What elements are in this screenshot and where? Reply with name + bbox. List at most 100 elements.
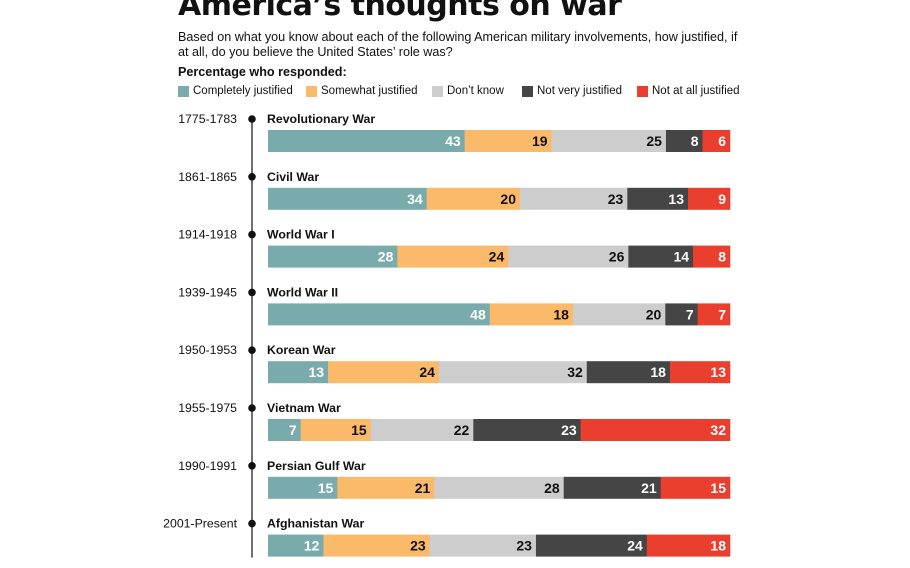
- data-label-vietnam-war-not-at-all-justified: 32: [710, 422, 726, 438]
- legend-swatch-dont-know: [432, 85, 443, 97]
- bar-revolutionary-war-not-at-all-justified: [702, 130, 731, 152]
- bar-afghanistan-war-completely-justified: [268, 534, 324, 557]
- data-label-world-war-ii-somewhat-justified: 18: [553, 306, 569, 322]
- timeline-dot-korean-war: [248, 346, 256, 355]
- data-label-korean-war-not-very-justified: 18: [650, 364, 666, 380]
- bar-persian-gulf-war-somewhat-justified: [337, 476, 435, 499]
- data-label-persian-gulf-war-completely-justified: 15: [318, 480, 334, 496]
- timeline-dot-persian-gulf-war: [248, 462, 256, 470]
- category-label-korean-war: Korean War: [267, 343, 336, 357]
- data-label-vietnam-war-don-t-know: 22: [454, 422, 470, 438]
- legend-item-not-very-justified: Not very justified: [522, 84, 622, 98]
- data-label-korean-war-don-t-know: 32: [567, 364, 583, 380]
- data-label-civil-war-completely-justified: 34: [407, 191, 423, 207]
- timeline-dot-world-war-i: [248, 230, 256, 239]
- bar-persian-gulf-war-don-t-know: [434, 476, 564, 499]
- timeline-dot-vietnam-war: [248, 404, 256, 412]
- legend-item-somewhat-justified: Somewhat justified: [306, 84, 418, 98]
- data-label-afghanistan-war-completely-justified: 12: [304, 538, 320, 554]
- category-label-persian-gulf-war: Persian Gulf War: [267, 459, 366, 473]
- data-label-world-war-i-somewhat-justified: 24: [489, 249, 505, 265]
- legend-swatch-somewhat-justified: [306, 85, 317, 97]
- legend-item-completely-justified: Completely justified: [178, 84, 293, 98]
- data-label-world-war-ii-not-at-all-justified: 7: [718, 306, 726, 322]
- legend-label-somewhat-justified: Somewhat justified: [321, 85, 418, 97]
- bar-persian-gulf-war-completely-justified: [268, 476, 338, 499]
- legend-swatch-not-at-all-justified: [637, 85, 648, 97]
- bar-afghanistan-war-not-very-justified: [535, 534, 648, 557]
- bar-world-war-ii-somewhat-justified: [489, 303, 574, 326]
- bar-world-war-i-not-very-justified: [628, 245, 694, 268]
- bar-korean-war-completely-justified: [268, 361, 329, 384]
- bar-revolutionary-war-not-very-justified: [665, 130, 703, 152]
- data-label-civil-war-not-at-all-justified: 9: [718, 191, 726, 207]
- legend-swatch-completely-justified: [178, 85, 189, 97]
- chart-subtitle: Based on what you know about each of the…: [178, 30, 738, 59]
- category-label-vietnam-war: Vietnam War: [267, 401, 341, 415]
- legend-label-completely-justified: Completely justified: [193, 85, 293, 97]
- data-label-civil-war-not-very-justified: 13: [668, 191, 684, 207]
- data-label-afghanistan-war-not-at-all-justified: 18: [710, 538, 726, 554]
- bar-afghanistan-war-somewhat-justified: [323, 534, 430, 557]
- bar-persian-gulf-war-not-at-all-justified: [660, 476, 731, 499]
- bar-vietnam-war-not-very-justified: [473, 419, 581, 441]
- category-label-revolutionary-war: Revolutionary War: [267, 112, 375, 126]
- bar-persian-gulf-war-not-very-justified: [563, 476, 661, 499]
- data-label-afghanistan-war-somewhat-justified: 23: [410, 538, 426, 554]
- data-label-afghanistan-war-don-t-know: 23: [516, 538, 532, 554]
- legend-item-not-at-all-justified: Not at all justified: [637, 84, 740, 98]
- timeline-dot-world-war-ii: [248, 288, 256, 297]
- bar-world-war-i-don-t-know: [508, 245, 629, 268]
- bar-world-war-ii-don-t-know: [572, 303, 666, 326]
- legend-label-dont-know: Don’t know: [447, 85, 504, 97]
- data-label-world-war-i-don-t-know: 26: [609, 249, 625, 265]
- legend-label-not-at-all-justified: Not at all justified: [652, 85, 740, 97]
- data-label-vietnam-war-not-very-justified: 23: [561, 422, 577, 438]
- period-label-afghanistan-war: 2001-Present: [163, 517, 237, 531]
- scale-note: Percentage who responded:: [178, 65, 347, 79]
- legend-label-not-very-justified: Not very justified: [537, 85, 623, 97]
- bar-world-war-i-somewhat-justified: [397, 245, 509, 268]
- data-label-afghanistan-war-not-very-justified: 24: [627, 538, 643, 554]
- bar-vietnam-war-somewhat-justified: [300, 419, 371, 441]
- bar-world-war-ii-not-at-all-justified: [697, 303, 731, 326]
- data-label-persian-gulf-war-somewhat-justified: 21: [415, 480, 431, 496]
- data-label-vietnam-war-completely-justified: 7: [289, 422, 297, 438]
- data-label-world-war-ii-not-very-justified: 7: [686, 306, 694, 322]
- data-label-civil-war-somewhat-justified: 20: [500, 191, 516, 207]
- legend-swatch-not-very-justified: [522, 85, 533, 97]
- data-label-revolutionary-war-completely-justified: 43: [445, 133, 461, 149]
- data-label-world-war-i-not-at-all-justified: 8: [718, 249, 726, 265]
- timeline-dot-afghanistan-war: [248, 519, 256, 528]
- bar-world-war-i-not-at-all-justified: [693, 245, 731, 268]
- bar-civil-war-completely-justified: [268, 187, 427, 210]
- bar-korean-war-not-very-justified: [586, 361, 671, 384]
- data-label-civil-war-don-t-know: 23: [608, 191, 624, 207]
- legend-item-dont-know: Don’t know: [432, 84, 504, 98]
- bar-world-war-i-completely-justified: [268, 245, 398, 268]
- bar-revolutionary-war-completely-justified: [268, 130, 465, 152]
- data-label-persian-gulf-war-don-t-know: 28: [544, 480, 560, 496]
- bar-world-war-ii-completely-justified: [268, 303, 491, 326]
- bar-civil-war-don-t-know: [520, 187, 628, 210]
- category-label-world-war-i: World War I: [267, 228, 335, 242]
- bar-korean-war-somewhat-justified: [328, 361, 440, 384]
- period-label-vietnam-war: 1955-1975: [178, 401, 237, 415]
- period-label-civil-war: 1861-1865: [178, 170, 237, 184]
- timeline-dot-revolutionary-war: [248, 115, 256, 123]
- bar-world-war-ii-not-very-justified: [665, 303, 698, 326]
- bar-revolutionary-war-don-t-know: [551, 130, 667, 152]
- data-label-korean-war-completely-justified: 13: [308, 364, 324, 380]
- category-label-afghanistan-war: Afghanistan War: [267, 517, 364, 531]
- bar-civil-war-somewhat-justified: [426, 187, 521, 210]
- bar-korean-war-don-t-know: [438, 361, 588, 384]
- data-label-world-war-ii-don-t-know: 20: [646, 306, 662, 322]
- bar-afghanistan-war-don-t-know: [429, 534, 537, 557]
- data-label-vietnam-war-somewhat-justified: 15: [351, 422, 367, 438]
- data-label-korean-war-somewhat-justified: 24: [419, 364, 435, 380]
- bar-vietnam-war-completely-justified: [268, 419, 301, 441]
- legend: Completely justified Somewhat justified …: [178, 84, 758, 98]
- period-label-world-war-i: 1914-1918: [178, 228, 237, 242]
- data-label-revolutionary-war-not-at-all-justified: 6: [718, 133, 726, 149]
